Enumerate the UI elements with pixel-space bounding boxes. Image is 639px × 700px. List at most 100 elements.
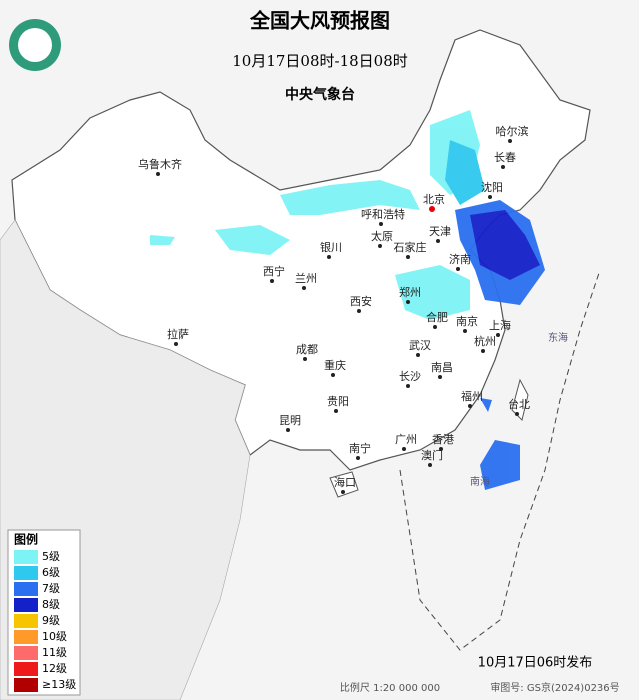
legend-label: 6级 <box>42 566 60 579</box>
city-label: 杭州 <box>474 334 496 348</box>
scale: 比例尺 1:20 000 000 <box>340 681 440 694</box>
legend-swatch <box>14 614 38 628</box>
city-label: 济南 <box>449 252 471 266</box>
city-label: 合肥 <box>426 310 448 324</box>
wind-area-5 <box>150 235 175 245</box>
city-label: 贵阳 <box>327 395 349 408</box>
city-label: 武汉 <box>409 339 431 352</box>
wind-area-8 <box>470 210 540 280</box>
city-dot <box>156 172 160 176</box>
city-dot <box>496 333 500 337</box>
city-label: 拉萨 <box>167 327 189 341</box>
wind-area-7 <box>480 440 520 490</box>
legend-swatch <box>14 598 38 612</box>
city-label: 昆明 <box>279 414 301 427</box>
city-dot <box>438 375 442 379</box>
city-dot <box>378 244 382 248</box>
city-label: 银川 <box>320 240 342 254</box>
city-dot <box>334 409 338 413</box>
agency-logo-inner <box>18 28 52 62</box>
city-dot <box>508 139 512 143</box>
legend-label: 7级 <box>42 582 60 595</box>
agency: 中央气象台 <box>285 86 355 103</box>
city-label: 澳门 <box>421 448 443 462</box>
city-dot <box>481 349 485 353</box>
city-label: 西宁 <box>263 264 285 278</box>
city-label: 沈阳 <box>481 180 503 194</box>
city-dot <box>429 206 435 212</box>
legend-label: 8级 <box>42 598 60 611</box>
city-label: 南京 <box>456 314 478 328</box>
maritime-boundary <box>399 269 601 651</box>
legend-swatch <box>14 630 38 644</box>
city-dot <box>433 325 437 329</box>
city-dot <box>341 490 345 494</box>
legend-swatch <box>14 662 38 676</box>
legend-label: 11级 <box>42 646 67 659</box>
city-label: 长沙 <box>399 370 421 383</box>
city-label: 台北 <box>508 397 530 411</box>
city-dot <box>515 412 519 416</box>
legend-swatch <box>14 550 38 564</box>
city-dot <box>456 267 460 271</box>
city-dot <box>356 456 360 460</box>
taiwan <box>511 378 529 421</box>
time-range: 10月17日08时-18日08时 <box>232 52 408 70</box>
issued-time: 10月17日06时发布 <box>478 655 593 671</box>
approval-number: 审图号: GS京(2024)0236号 <box>490 681 619 694</box>
city-dot <box>379 222 383 226</box>
legend-label: 10级 <box>42 630 67 643</box>
city-label: 哈尔滨 <box>496 124 529 138</box>
city-label: 上海 <box>489 318 511 332</box>
city-dot <box>270 279 274 283</box>
city-dot <box>468 404 472 408</box>
city-label: 郑州 <box>399 285 421 299</box>
legend-title: 图例 <box>14 532 38 547</box>
city-dot <box>463 329 467 333</box>
city-label: 广州 <box>395 433 417 446</box>
city-dot <box>406 384 410 388</box>
city-dot <box>174 342 178 346</box>
legend-swatch <box>14 566 38 580</box>
city-label: 兰州 <box>295 272 317 285</box>
city-label: 天津 <box>429 225 451 238</box>
city-dot <box>439 447 443 451</box>
wind-area-5 <box>280 180 420 215</box>
legend-items: 5级 6级 7级 8级 9级 10级 11级 12级 ≥13级 <box>14 550 76 692</box>
sea-label: 东海 <box>548 331 568 344</box>
city-dot <box>357 309 361 313</box>
legend-swatch <box>14 646 38 660</box>
city-dot <box>331 373 335 377</box>
legend-label: ≥13级 <box>42 678 76 691</box>
city-dot <box>416 353 420 357</box>
city-label: 成都 <box>296 343 318 356</box>
city-dot <box>402 447 406 451</box>
city-label: 重庆 <box>324 358 346 372</box>
wind-area-5 <box>215 225 290 255</box>
city-label: 石家庄 <box>394 240 427 254</box>
city-dot <box>488 195 492 199</box>
legend-label: 5级 <box>42 550 60 563</box>
map-title: 全国大风预报图 <box>249 9 390 33</box>
legend-label: 12级 <box>42 662 67 675</box>
city-dot <box>436 239 440 243</box>
city-label: 海口 <box>334 475 356 489</box>
city-dot <box>501 165 505 169</box>
city-label: 福州 <box>461 389 483 403</box>
wind-area-6 <box>445 140 485 205</box>
city-label: 南昌 <box>431 361 453 374</box>
wind-area-5 <box>395 265 470 320</box>
city-label: 北京 <box>423 192 445 206</box>
city-label: 南宁 <box>349 441 371 455</box>
city-label: 呼和浩特 <box>361 207 405 221</box>
legend-swatch <box>14 582 38 596</box>
city-label: 香港 <box>432 433 454 446</box>
legend-label: 9级 <box>42 614 60 627</box>
city-label: 太原 <box>371 230 393 243</box>
city-dot <box>428 463 432 467</box>
wind-area-7 <box>480 398 492 412</box>
city-dot <box>286 428 290 432</box>
sea-label: 南海 <box>470 475 490 488</box>
